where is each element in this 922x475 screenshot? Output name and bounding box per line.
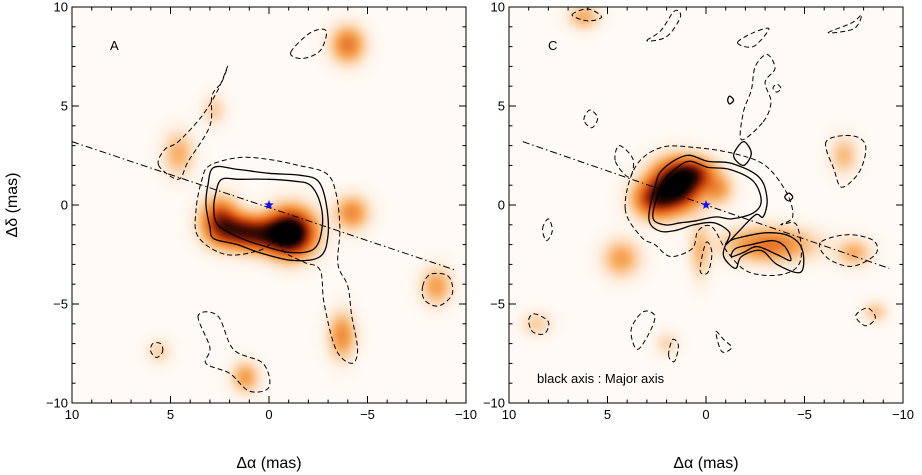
panel-c-solid-contour-6 [727,95,735,105]
panel-c-solid-contour-4 [732,140,752,167]
panel-c-xtick-label: 10 [502,407,516,422]
panel-c-xtick-label: 0 [702,407,709,422]
panel-c-dashed-contour-5 [528,313,550,335]
panel-a-xtick-label: 5 [167,407,174,422]
panel-a-star-marker [264,200,274,209]
panel-c-dashed-contour-4 [818,234,879,267]
panel-a-label: A [110,38,119,53]
panel-a-ticks: 10 5 0 −5 −10 −10 −5 0 5 10 [46,0,477,422]
panel-a-dashed-contour-5 [150,342,164,359]
panel-c-dashed-contour-15 [571,8,603,22]
panel-c-solid-contour-3 [730,239,792,262]
panel-a-dashed-contour-3 [421,272,454,307]
panel-c-xtick-label: 5 [604,407,611,422]
panel-a-ytick-label: −5 [53,297,68,312]
panel-c-dashed-contour-11 [715,330,733,353]
panel-c-xlabel: Δα (mas) [673,455,738,472]
panel-c-star-marker [701,200,711,209]
panel-c-dashed-contour-2 [739,54,776,141]
panel-c-solid-contour-1 [652,160,762,226]
panel-a-xtick-label: −5 [360,407,375,422]
panel-a-dashed-contour-2 [290,28,327,60]
panel-c-contours [528,8,879,363]
panel-a-xtick-label: 10 [65,407,79,422]
panel-c-ytick-label: 5 [498,99,505,114]
panel-c-ytick-label: 0 [498,198,505,213]
panel-c-ticks: 10 5 0 −5 −10 −10 −5 0 5 10 [483,0,914,422]
panel-a-contours [150,28,454,393]
panel-c-ytick-label: −5 [490,297,505,312]
panel-c-xtick-label: −5 [797,407,812,422]
panel-c-dashed-contour-9 [668,338,679,363]
panel-c: C black axis : Major axis 10 5 0 −5 −10 −10 −5… [483,0,914,472]
panel-c-note: black axis : Major axis [537,371,665,386]
panel-a-ylabel: Δδ (mas) [4,173,21,238]
panel-c-dashed-contour-8 [699,241,713,275]
panel-c-solid-contour-5 [784,192,794,202]
panel-c-dashed-contour-3 [825,135,867,188]
panel-c-dashed-contour-12 [855,307,876,327]
panel-a-dashed-contour-0 [194,156,359,364]
panel-a: A 10 5 0 −5 −10 −10 −5 0 5 10 Δα (mas) Δδ (mas) [4,0,477,472]
panel-a-ytick-label: −10 [46,396,68,411]
panel-a-dashed-contour-1 [157,65,229,180]
panel-a-xtick-label: 0 [265,407,272,422]
panel-a-axis-marks [71,141,457,271]
panel-a-dashed-contour-4 [197,311,271,393]
panel-a-xtick-label: −10 [455,407,477,422]
panel-c-label: C [548,38,557,53]
panel-c-solid-contour-2 [722,232,805,274]
panel-a-xlabel: Δα (mas) [236,455,301,472]
panel-c-solid-contour-0 [648,154,768,246]
panel-c-dashed-contour-1 [614,145,635,178]
panel-c-ytick-label: −10 [483,396,505,411]
panel-c-dashed-contour-17 [772,83,782,93]
panel-c-dashed-contour-10 [583,109,599,129]
panel-a-ytick-label: 5 [61,99,68,114]
panel-a-solid-contour-1 [213,177,324,254]
panel-c-xtick-label: −10 [892,407,914,422]
panel-c-axis-marks [522,141,890,269]
panel-c-ytick-label: 10 [491,0,505,15]
panel-a-solid-contour-0 [205,165,330,262]
panel-a-ytick-label: 10 [54,0,68,15]
panel-a-ytick-label: 0 [61,198,68,213]
panel-a-major-axis-line [71,141,457,271]
panel-c-dashed-contour-13 [827,14,863,34]
panel-c-dashed-contour-16 [736,27,770,48]
panel-c-dashed-contour-7 [630,310,656,350]
panel-c-dashed-contour-6 [541,218,553,242]
panel-c-dashed-contour-0 [624,145,802,276]
